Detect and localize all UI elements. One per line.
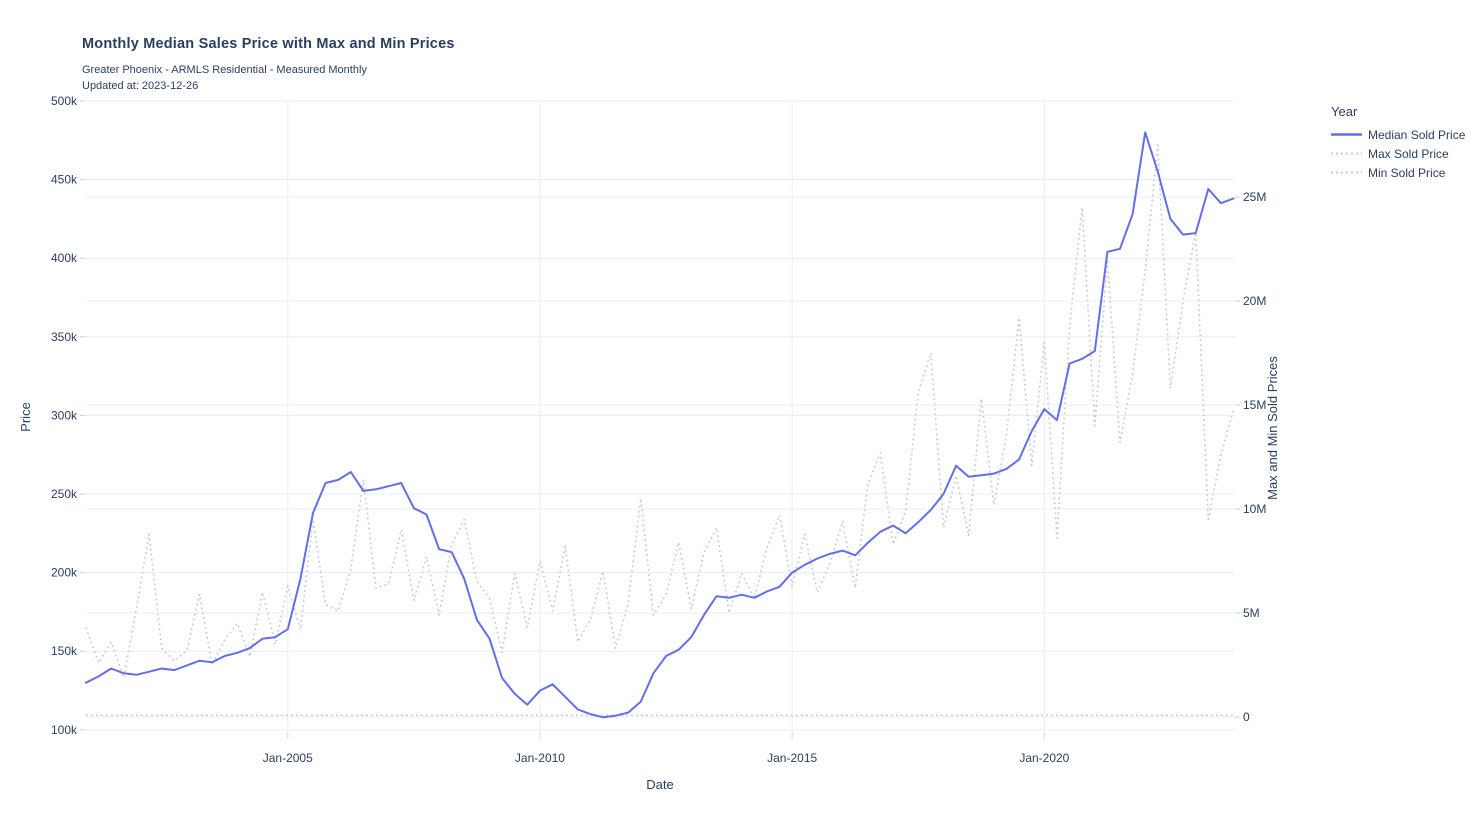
series-median-sold-price-line: [85, 131, 1235, 719]
x-tick-label: Jan-2010: [515, 751, 565, 765]
y-right-tick-label: 25M: [1243, 190, 1266, 204]
legend-item-median-sold-price[interactable]: Median Sold Price: [1331, 125, 1481, 144]
y-right-tick-label: 15M: [1243, 398, 1266, 412]
y-left-tick-label: 350k: [51, 330, 78, 344]
y-left-tick-label: 300k: [51, 408, 78, 422]
y-axis-right-title: Max and Min Sold Prices: [1265, 356, 1280, 500]
legend-item-max-sold-price[interactable]: Max Sold Price: [1331, 144, 1481, 163]
dotted-line-swatch-icon: [1331, 152, 1362, 155]
y-axis-left-title: Price: [18, 402, 33, 432]
tick-mark-layer: [80, 100, 1240, 739]
legend-title: Year: [1331, 104, 1358, 119]
median-line-swatch-icon: [1331, 133, 1362, 136]
y-left-tick-label: 200k: [51, 566, 78, 580]
dotted-line-swatch-icon: [1331, 171, 1362, 174]
legend: Year Median Sold Price Max Sold Price Mi…: [1331, 104, 1481, 182]
y-left-tick-label: 150k: [51, 644, 78, 658]
legend-item-min-sold-price[interactable]: Min Sold Price: [1331, 163, 1481, 182]
y-left-tick-label: 500k: [51, 94, 78, 108]
x-tick-label: Jan-2020: [1019, 751, 1069, 765]
plot-area[interactable]: [85, 101, 1235, 733]
x-axis-title: Date: [646, 777, 673, 792]
chart-updated-date: Updated at: 2023-12-26: [82, 80, 199, 92]
x-tick-label: Jan-2005: [263, 751, 313, 765]
y-left-tick-label: 400k: [51, 251, 78, 265]
tick-label-layer: Jan-2005 Jan-2010 Jan-2015 Jan-2020 100k 150k…: [51, 94, 1266, 765]
series-layer: [85, 131, 1235, 719]
x-tick-label: Jan-2015: [767, 751, 817, 765]
legend-item-label: Min Sold Price: [1368, 165, 1446, 180]
y-left-tick-label: 250k: [51, 487, 78, 501]
chart-subtitle: Greater Phoenix - ARMLS Residential - Me…: [82, 64, 367, 76]
y-right-tick-label: 10M: [1243, 502, 1266, 516]
chart-title: Monthly Median Sales Price with Max and …: [82, 36, 455, 52]
y-left-tick-label: 100k: [51, 723, 78, 737]
legend-item-label: Max Sold Price: [1368, 146, 1449, 161]
y-left-tick-label: 450k: [51, 173, 78, 187]
legend-item-label: Median Sold Price: [1368, 127, 1466, 142]
y-right-tick-label: 0: [1243, 710, 1250, 724]
grid-layer: [85, 100, 1235, 733]
y-right-tick-label: 5M: [1243, 606, 1260, 620]
y-right-tick-label: 20M: [1243, 294, 1266, 308]
